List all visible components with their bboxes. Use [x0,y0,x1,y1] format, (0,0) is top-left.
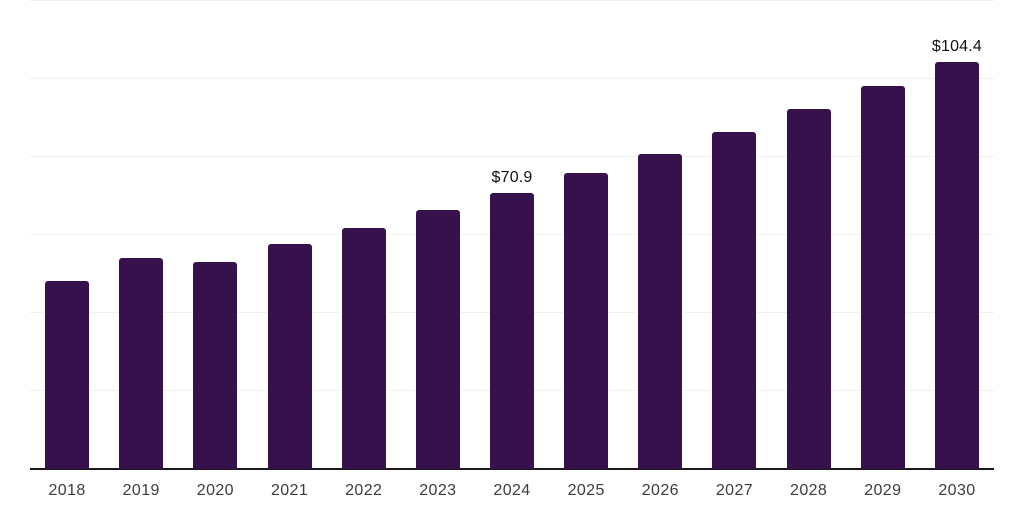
bar-slot-2028 [772,1,846,469]
value-label-2030: $104.4 [931,37,983,55]
x-tick-label-2026: 2026 [641,482,679,499]
bar-2027 [712,132,757,469]
x-tick-label-2028: 2028 [790,482,828,499]
x-tick-label-2018: 2018 [48,482,86,499]
x-tick-label-2022: 2022 [345,482,383,499]
bar-slot-2021 [252,1,326,469]
bar-slot-2020 [178,1,252,469]
bar-slot-2024: $70.9 [475,1,549,469]
plot-area: $70.9 $104.4 [30,0,994,470]
x-tick-label-2027: 2027 [715,482,754,499]
gridline-80 [30,156,994,157]
bar-slot-2027 [697,1,771,469]
x-axis-labels: 2018 2019 2020 2021 2022 2023 2024 2025 2026 2027… [30,481,994,501]
x-tick-label-2023: 2023 [419,482,457,499]
bar-2025 [564,173,609,469]
bar-slot-2025 [549,1,623,469]
bar-slot-2018 [30,1,104,469]
bar-2022 [341,227,386,469]
bar-slot-2030: $104.4 [920,1,994,469]
bar-2024 [490,192,535,469]
x-tick-label-2020: 2020 [196,482,234,499]
x-tick-label-2029: 2029 [864,482,902,499]
bar-2028 [786,109,831,469]
x-tick-label-2024: 2024 [493,482,531,499]
x-tick-label-2030: 2030 [938,482,976,499]
x-tick-label-2021: 2021 [270,482,309,499]
x-axis-line [30,468,994,470]
gridline-100 [30,78,994,79]
bar-2026 [638,154,683,469]
bar-2018 [45,281,90,469]
bar-slot-2019 [104,1,178,469]
bar-2019 [119,258,164,469]
bar-series: $70.9 $104.4 [30,1,994,469]
bar-slot-2029 [846,1,920,469]
value-label-2024: $70.9 [491,168,533,186]
x-tick-label-2025: 2025 [567,482,605,499]
bar-2023 [415,210,460,469]
x-tick-label-2019: 2019 [122,482,160,499]
bar-2030 [934,61,979,469]
bar-2020 [193,261,238,469]
bar-slot-2026 [623,1,697,469]
gridline-120 [30,0,994,1]
bar-slot-2022 [327,1,401,469]
bar-2029 [860,86,905,469]
bar-2021 [267,243,312,469]
bar-slot-2023 [401,1,475,469]
